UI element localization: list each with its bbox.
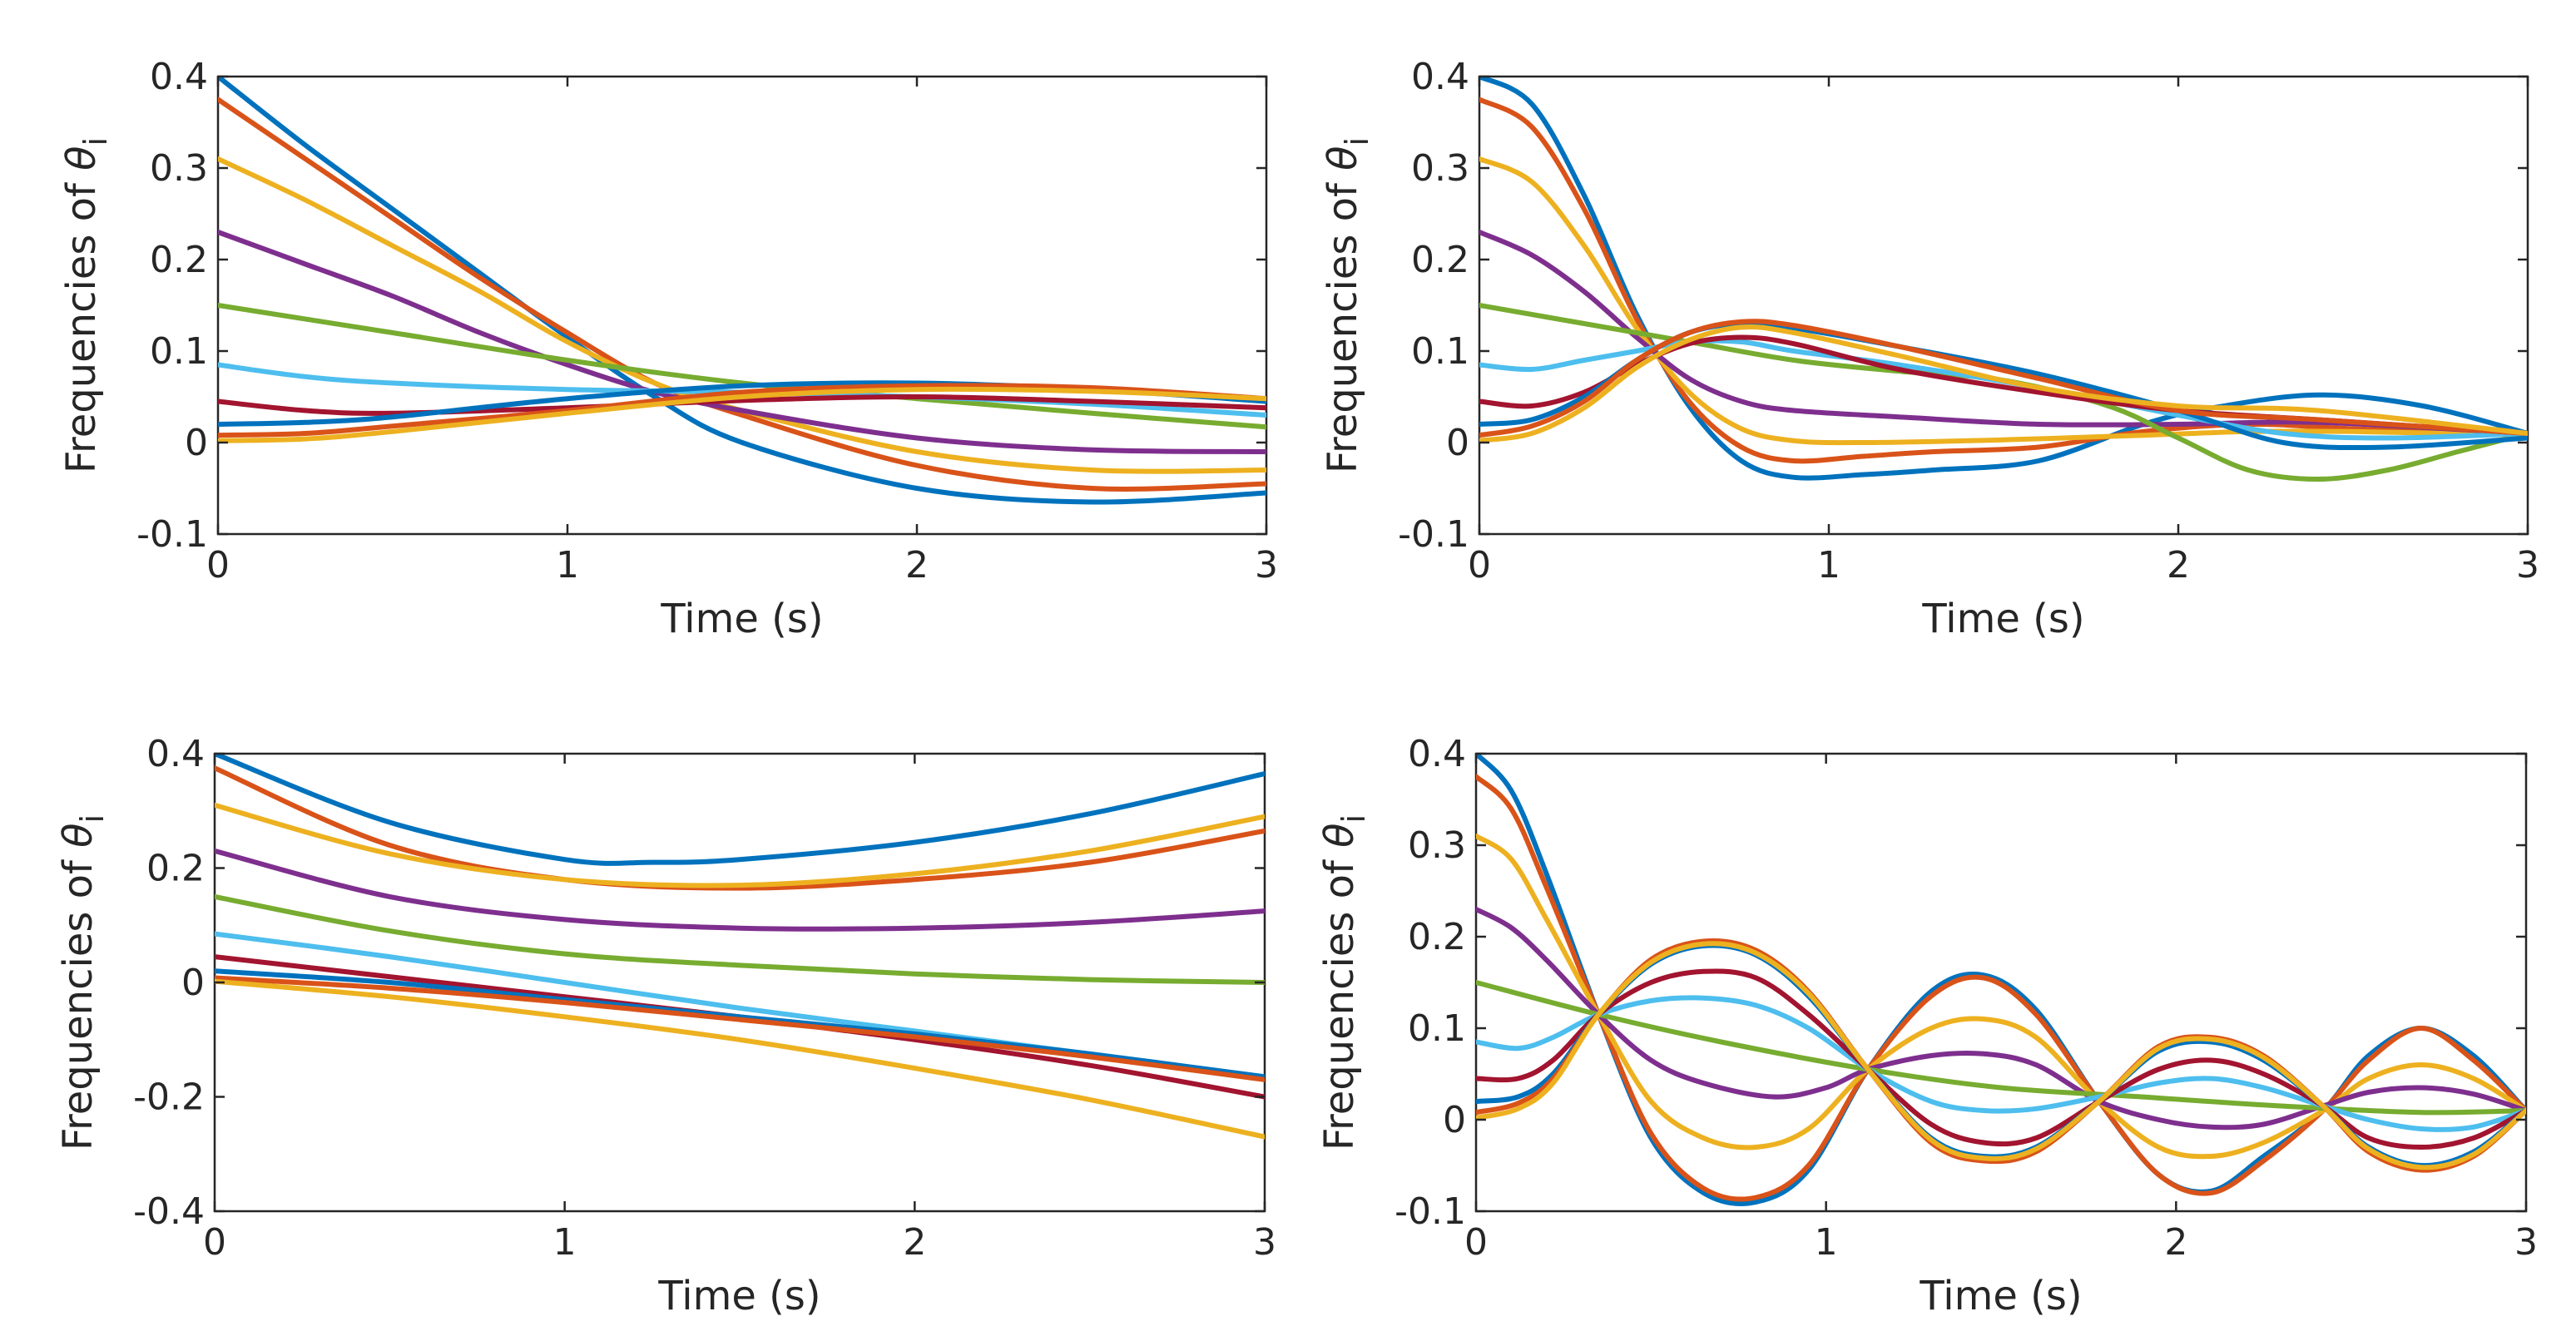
- y-axis-label-symbol: θ: [55, 823, 102, 847]
- y-axis-label: Frequencies of θi: [1316, 814, 1372, 1150]
- y-tick-label: 0: [1443, 1099, 1466, 1141]
- series-line-3: [1476, 834, 2526, 1160]
- series-line-9: [218, 383, 1266, 438]
- x-tick-label: 3: [1253, 1221, 1276, 1264]
- chart-panel-3: 0 1 2 3 -0.4 -0.2 0 0.2 0.4 Time (s) Frequencies o…: [55, 733, 1276, 1319]
- y-tick-label: 0: [181, 962, 205, 1004]
- y-tick-label: 0.3: [1408, 824, 1466, 867]
- x-tick-label: 0: [206, 544, 230, 586]
- series-line-4: [215, 848, 1265, 932]
- y-axis-label-subscript: i: [74, 814, 111, 824]
- y-tick-label: 0.3: [150, 147, 208, 190]
- y-axis-label-text: Frequencies of: [55, 848, 102, 1150]
- x-tick-label: 3: [2514, 1221, 2538, 1264]
- y-tick-label: 0.2: [146, 848, 205, 890]
- series-line-10: [218, 386, 1266, 443]
- x-tick-label: 1: [1815, 1221, 1838, 1264]
- series-line-1: [1479, 77, 2528, 481]
- y-tick-label: 0.4: [146, 733, 205, 775]
- y-axis-label-text: Frequencies of: [58, 171, 105, 473]
- series-line-1: [215, 754, 1265, 866]
- x-tick-label: 2: [2164, 1221, 2187, 1264]
- axes-frame: [1478, 75, 2529, 536]
- y-tick-label: -0.2: [133, 1076, 205, 1119]
- x-tick-label: 3: [1255, 544, 1278, 586]
- series-line-2: [215, 765, 1265, 891]
- y-tick-label: -0.1: [136, 513, 208, 556]
- y-axis-label-symbol: θ: [58, 146, 105, 170]
- y-axis-label-subscript: i: [77, 137, 114, 146]
- series-line-6: [218, 362, 1266, 418]
- series-line-9: [215, 975, 1265, 1082]
- series-line-3: [215, 802, 1265, 888]
- x-axis-label: Time (s): [1921, 596, 2084, 642]
- x-tick-label: 1: [553, 1221, 577, 1264]
- y-tick-label: -0.1: [1398, 513, 1469, 556]
- y-tick-label: -0.1: [1395, 1190, 1466, 1233]
- series-line-7: [1476, 968, 2526, 1150]
- series-line-4: [1479, 230, 2528, 436]
- x-axis-label: Time (s): [660, 596, 823, 642]
- series-group: [1479, 77, 2528, 482]
- series-line-3: [218, 156, 1266, 474]
- x-tick-label: 2: [903, 1221, 926, 1264]
- y-tick-label: 0.1: [1411, 330, 1469, 373]
- y-tick-label: 0.1: [150, 330, 208, 373]
- x-tick-label: 0: [203, 1221, 226, 1264]
- series-line-5: [1476, 980, 2526, 1116]
- series-line-10: [1476, 941, 2526, 1170]
- series-line-4: [1476, 907, 2526, 1131]
- series-group: [1476, 754, 2526, 1207]
- y-tick-label: 0.2: [150, 239, 208, 281]
- y-axis-label-text: Frequencies of: [1320, 171, 1366, 473]
- series-group: [218, 77, 1266, 505]
- y-tick-label: 0.3: [1411, 147, 1469, 190]
- axes-frame: [216, 75, 1268, 536]
- series-line-6: [1476, 995, 2526, 1132]
- series-group: [215, 754, 1265, 1140]
- x-tick-label: 2: [2167, 544, 2190, 586]
- y-axis-label-symbol: θ: [1316, 823, 1363, 847]
- x-tick-label: 3: [2516, 544, 2539, 586]
- y-tick-label: 0.2: [1408, 916, 1466, 958]
- x-tick-label: 0: [1468, 544, 1491, 586]
- series-line-6: [1479, 338, 2528, 441]
- y-axis-label-subscript: i: [1339, 137, 1375, 146]
- y-tick-label: 0: [185, 422, 208, 464]
- y-tick-label: 0.2: [1411, 239, 1469, 281]
- y-axis-label-text: Frequencies of: [1316, 848, 1363, 1150]
- y-tick-label: 0: [1446, 422, 1469, 464]
- y-axis-label-symbol: θ: [1320, 146, 1366, 170]
- y-axis-label-subscript: i: [1335, 814, 1372, 824]
- x-tick-label: 1: [556, 544, 579, 586]
- series-line-8: [215, 968, 1265, 1080]
- series-line-5: [215, 893, 1265, 985]
- y-axis-label: Frequencies of θi: [58, 137, 114, 473]
- y-tick-label: 0.4: [1408, 733, 1466, 775]
- x-tick-label: 0: [1464, 1221, 1488, 1264]
- series-line-10: [215, 978, 1265, 1140]
- series-line-9: [1479, 319, 2528, 438]
- x-tick-label: 1: [1817, 544, 1840, 586]
- series-line-10: [1479, 324, 2528, 443]
- y-tick-label: 0.1: [1408, 1007, 1466, 1050]
- y-tick-label: -0.4: [133, 1190, 205, 1233]
- x-axis-label: Time (s): [1919, 1273, 2082, 1319]
- x-axis-label: Time (s): [657, 1273, 820, 1319]
- x-tick-label: 2: [905, 544, 929, 586]
- y-tick-label: 0.4: [150, 56, 208, 98]
- y-tick-label: 0.4: [1411, 56, 1469, 98]
- y-axis-label: Frequencies of θi: [1320, 137, 1375, 473]
- series-line-5: [218, 303, 1266, 430]
- y-axis-label: Frequencies of θi: [55, 814, 111, 1150]
